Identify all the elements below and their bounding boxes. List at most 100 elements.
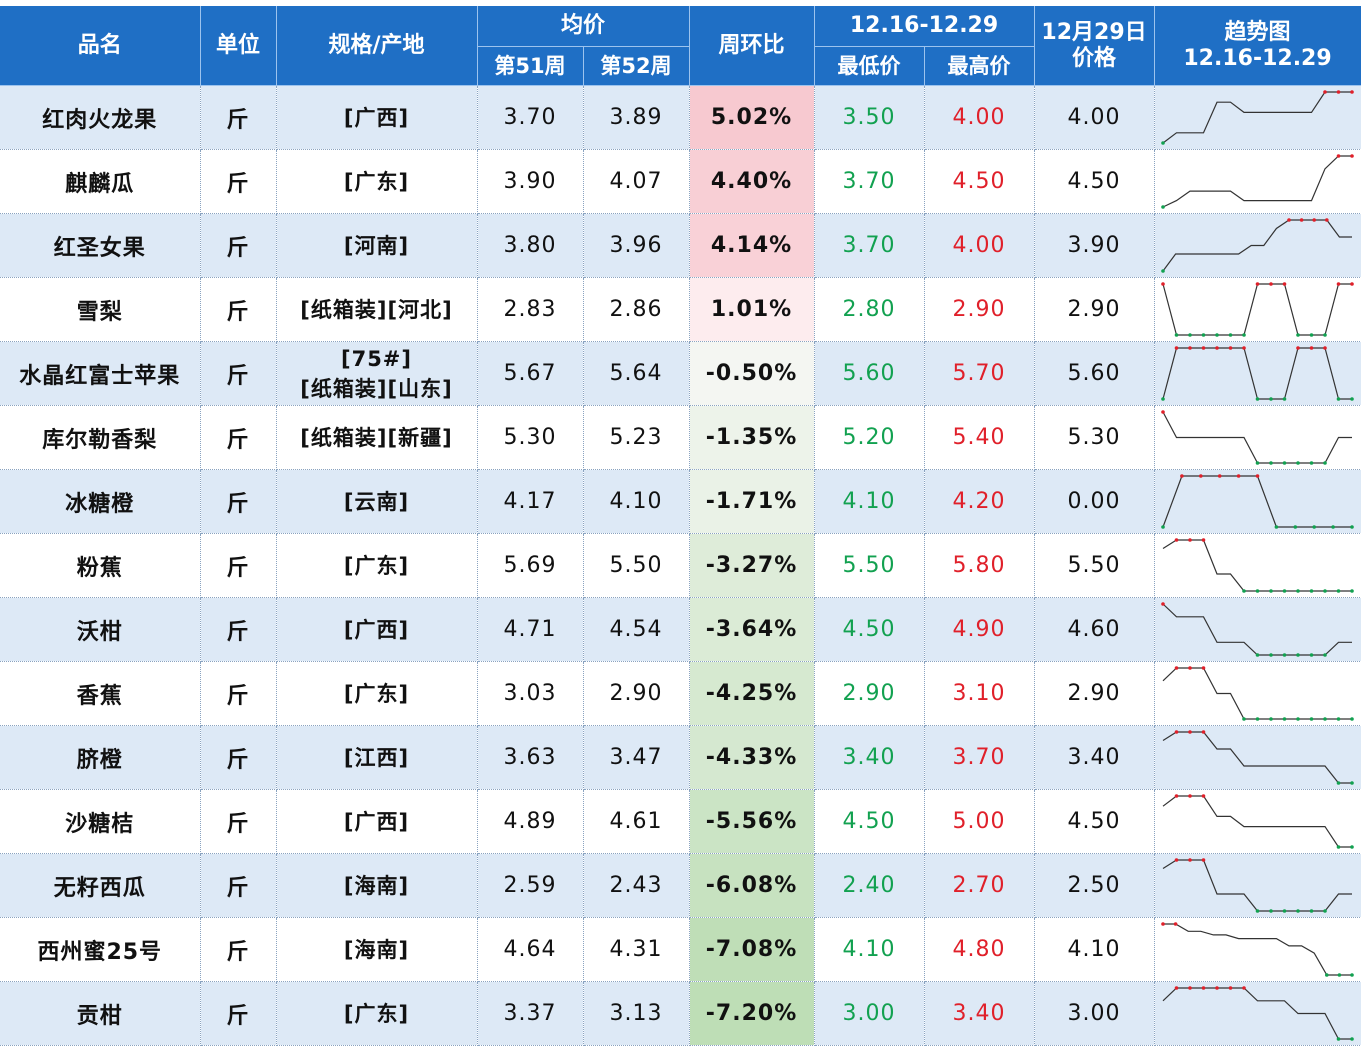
sparkline-low-point [1274, 525, 1278, 529]
sparkline-chart [1160, 346, 1354, 401]
header-change: 周环比 [689, 6, 815, 86]
date-price: 5.60 [1034, 341, 1155, 406]
header-max: 最高价 [924, 46, 1035, 86]
week-change: -3.27% [689, 533, 815, 598]
sparkline-low-point [1322, 909, 1327, 913]
trend-sparkline [1154, 789, 1361, 854]
sparkline-low-point [1187, 333, 1192, 337]
sparkline-high-point [1174, 666, 1178, 670]
spec-line2: [广东] [343, 1001, 410, 1026]
header-avg: 均价 [477, 6, 690, 47]
trend-sparkline [1154, 725, 1361, 790]
spec-cell: [纸箱装][新疆] [276, 405, 478, 470]
trend-sparkline [1154, 533, 1361, 598]
spec-cell: [江西] [276, 725, 478, 790]
sparkline-line [1161, 347, 1352, 400]
sparkline-low-point [1241, 333, 1246, 337]
sparkline-low-point [1255, 717, 1259, 721]
table-row: 红肉火龙果斤 [广西] 3.70 3.89 5.02% 3.50 4.00 4.00 [0, 85, 1361, 150]
sparkline-chart [1162, 986, 1354, 1041]
week52-avg: 4.54 [583, 597, 690, 662]
spec-line2: [广西] [343, 105, 410, 130]
sparkline-low-point [1336, 717, 1340, 721]
sparkline-low-point [1349, 1037, 1354, 1041]
sparkline-high-point [1198, 474, 1203, 478]
date-price: 2.90 [1034, 661, 1155, 726]
trend-sparkline [1154, 917, 1361, 982]
sparkline-low-point [1309, 909, 1313, 913]
sparkline-low-point [1322, 717, 1327, 721]
table-row: 红圣女果斤 [河南] 3.80 3.96 4.14% 3.70 4.00 3.90 [0, 213, 1361, 278]
unit-cell: 斤 [200, 789, 277, 854]
sparkline-chart [1162, 538, 1354, 593]
week-change: -7.20% [689, 981, 815, 1046]
week-change: -4.25% [689, 661, 815, 726]
date-price: 3.00 [1034, 981, 1155, 1046]
sparkline-high-point [1187, 730, 1192, 734]
sparkline-line [1162, 731, 1352, 784]
max-price: 2.70 [924, 853, 1035, 918]
header-trend-line1: 趋势图 [1224, 19, 1291, 45]
sparkline-line [1162, 667, 1352, 720]
week52-avg: 2.86 [583, 277, 690, 342]
trend-sparkline [1154, 853, 1361, 918]
sparkline-low-point [1295, 589, 1300, 593]
sparkline-high-point [1349, 282, 1354, 286]
week-change: 5.02% [689, 85, 815, 150]
max-price: 4.90 [924, 597, 1035, 662]
sparkline-high-point [1201, 346, 1205, 350]
week51-avg: 4.71 [477, 597, 584, 662]
header-range: 12.16-12.29 [814, 6, 1035, 47]
trend-sparkline [1154, 341, 1361, 406]
max-price: 5.00 [924, 789, 1035, 854]
sparkline-low-point [1282, 653, 1286, 657]
max-price: 4.00 [924, 85, 1035, 150]
sparkline-high-point [1299, 218, 1303, 222]
sparkline-high-point [1228, 346, 1232, 350]
week-change: -1.71% [689, 469, 815, 534]
product-name: 雪梨 [0, 277, 201, 342]
trend-sparkline [1154, 981, 1361, 1046]
unit-cell: 斤 [200, 469, 277, 534]
sparkline-chart [1160, 154, 1354, 209]
product-name: 冰糖橙 [0, 469, 201, 534]
sparkline-high-point [1255, 282, 1259, 286]
sparkline-low-point [1160, 525, 1165, 529]
sparkline-low-point [1337, 973, 1341, 977]
sparkline-high-point [1187, 986, 1192, 990]
header-spec: 规格/产地 [276, 6, 478, 86]
sparkline-low-point [1160, 397, 1165, 401]
sparkline-chart [1162, 858, 1352, 913]
sparkline-line [1162, 859, 1352, 912]
week52-avg: 2.90 [583, 661, 690, 726]
spec-cell: [广东] [276, 981, 478, 1046]
header-name: 品名 [0, 6, 201, 86]
week-change: -5.56% [689, 789, 815, 854]
sparkline-low-point [1160, 205, 1165, 209]
week51-avg: 2.59 [477, 853, 584, 918]
sparkline-high-point [1187, 794, 1192, 798]
week52-avg: 3.89 [583, 85, 690, 150]
sparkline-low-point [1349, 717, 1354, 721]
sparkline-low-point [1349, 525, 1354, 529]
product-name: 香蕉 [0, 661, 201, 726]
min-price: 2.80 [814, 277, 925, 342]
sparkline-low-point [1228, 333, 1232, 337]
sparkline-high-point [1217, 474, 1222, 478]
table-row: 水晶红富士苹果斤 [75#] [纸箱装][山东] 5.67 5.64 -0.50% 5.60… [0, 341, 1361, 406]
product-name: 库尔勒香梨 [0, 405, 201, 470]
trend-sparkline [1154, 149, 1361, 214]
sparkline-low-point [1282, 589, 1286, 593]
min-price: 3.70 [814, 149, 925, 214]
sparkline-high-point [1201, 858, 1205, 862]
spec-cell: [纸箱装][河北] [276, 277, 478, 342]
sparkline-low-point [1255, 589, 1259, 593]
sparkline-chart [1160, 474, 1354, 529]
week-change: -6.08% [689, 853, 815, 918]
max-price: 2.90 [924, 277, 1035, 342]
min-price: 2.90 [814, 661, 925, 726]
sparkline-line [1162, 219, 1352, 272]
date-price: 5.50 [1034, 533, 1155, 598]
spec-line2: [广东] [343, 553, 410, 578]
week52-avg: 3.96 [583, 213, 690, 278]
